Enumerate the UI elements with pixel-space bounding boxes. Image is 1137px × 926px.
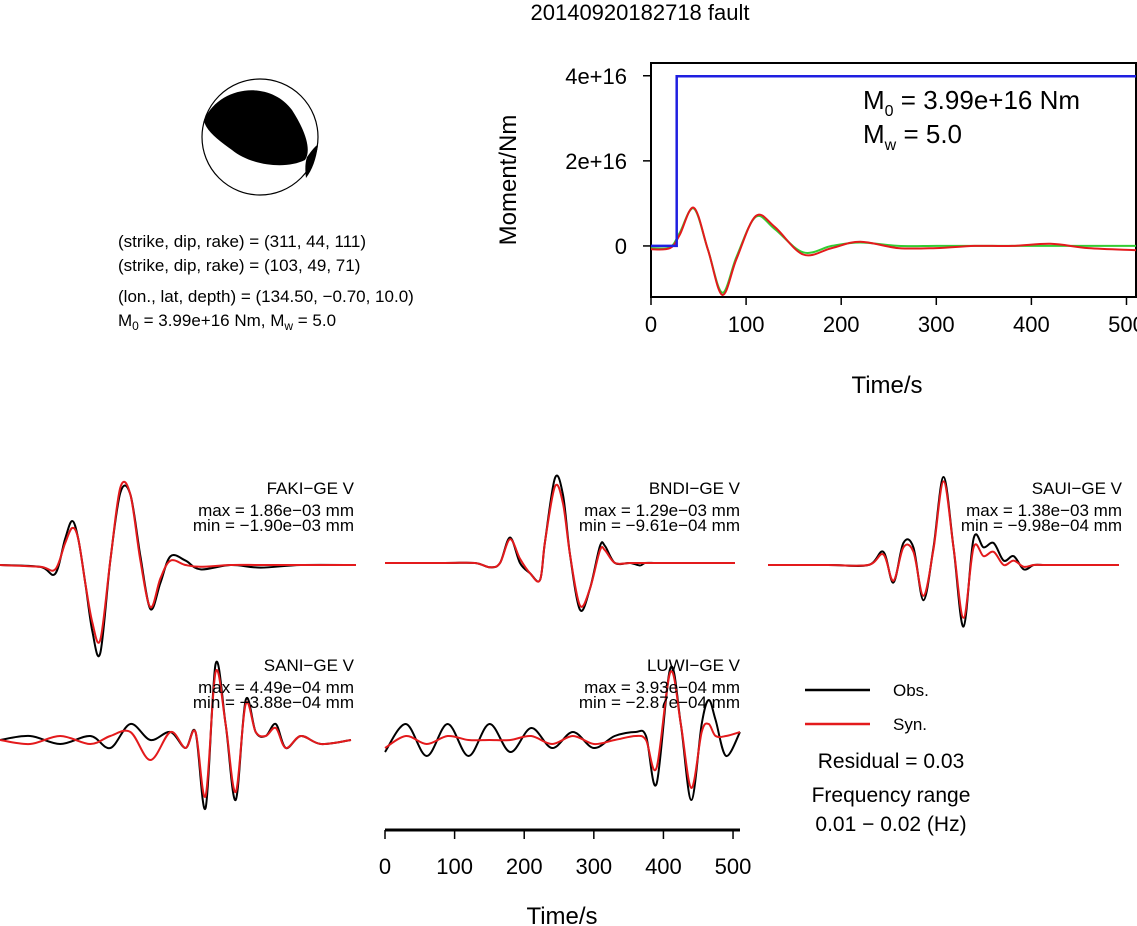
moment-plot-frame [650, 62, 1137, 298]
moment-chart: 0 100 200 300 400 500 0 2e+16 4e+16 M0 = 3.99e+1… [495, 62, 1137, 399]
waveform-xtick-label: 200 [506, 854, 543, 879]
moment-ytick-label: 2e+16 [565, 149, 627, 174]
synthetic-waveform [384, 670, 741, 790]
moment-rate-obs-line [650, 206, 1137, 296]
synthetic-waveform [0, 668, 352, 798]
station-min: min = −9.98e−04 mm [961, 516, 1122, 535]
plane1-text: (strike, dip, rake) = (311, 44, 111) [118, 232, 366, 251]
station-max: max = 1.29e−03 mm [584, 501, 740, 520]
moment-ytick-label: 0 [615, 234, 627, 259]
station-name: LUWI−GE V [647, 656, 741, 675]
page-title: 20140920182718 fault [531, 0, 750, 25]
waveform-xtick-label: 100 [436, 854, 473, 879]
moment-m0-label: M0 = 3.99e+16 Nm [863, 85, 1080, 120]
waveform-xlabel: Time/s [526, 903, 597, 926]
moment-xtick-label: 0 [645, 312, 657, 337]
legend: Obs. Syn. [805, 681, 929, 734]
synthetic-waveform [767, 480, 1119, 619]
station-name: FAKI−GE V [267, 479, 355, 498]
legend-obs-label: Obs. [893, 681, 929, 700]
moment-xlabel: Time/s [851, 372, 922, 399]
legend-syn-label: Syn. [893, 715, 927, 734]
location-text: (lon., lat, depth) = (134.50, −0.70, 10.… [118, 287, 414, 306]
beachball-icon [201, 78, 319, 196]
moment-cumulative-line [651, 74, 1136, 248]
waveform-xtick-label: 400 [645, 854, 682, 879]
synthetic-waveform [384, 483, 735, 608]
station-max: max = 4.49e−04 mm [198, 678, 354, 697]
moment-ytick-label: 4e+16 [565, 64, 627, 89]
frequency-range-value: 0.01 − 0.02 (Hz) [815, 813, 966, 836]
residual-text: Residual = 0.03 [818, 750, 965, 773]
waveform-xtick-label: 0 [379, 854, 391, 879]
moment-mw-label: Mw = 5.0 [863, 119, 962, 154]
moment-xtick-label: 300 [918, 312, 955, 337]
observed-waveform [384, 665, 741, 802]
station-name: BNDI−GE V [649, 479, 741, 498]
plane2-text: (strike, dip, rake) = (103, 49, 71) [118, 256, 360, 275]
observed-waveform [0, 484, 357, 658]
waveform-xtick-label: 500 [715, 854, 752, 879]
moment-xtick-label: 400 [1013, 312, 1050, 337]
station-min: min = −9.61e−04 mm [579, 516, 740, 535]
moment-summary-text: M0 = 3.99e+16 Nm, Mw = 5.0 [118, 311, 336, 333]
station-max: max = 1.38e−03 mm [966, 501, 1122, 520]
synthetic-waveform [0, 480, 356, 644]
observed-waveform [767, 475, 1119, 628]
station-name: SAUI−GE V [1032, 479, 1123, 498]
waveform-time-axis: 0 100 200 300 400 500 [379, 828, 752, 879]
station-min: min = −3.88e−04 mm [193, 693, 354, 712]
moment-rate-syn-line [650, 207, 1136, 294]
moment-ylabel: Moment/Nm [495, 115, 522, 246]
frequency-range-title: Frequency range [812, 784, 971, 807]
station-min: min = −2.87e−04 mm [579, 693, 740, 712]
station-min: min = −1.90e−03 mm [193, 516, 354, 535]
station-max: max = 1.86e−03 mm [198, 501, 354, 520]
station-max: max = 3.93e−04 mm [584, 678, 740, 697]
moment-xtick-label: 200 [823, 312, 860, 337]
waveform-xtick-label: 300 [575, 854, 612, 879]
moment-xtick-label: 500 [1108, 312, 1137, 337]
moment-xtick-label: 100 [728, 312, 765, 337]
station-name: SANI−GE V [264, 656, 355, 675]
